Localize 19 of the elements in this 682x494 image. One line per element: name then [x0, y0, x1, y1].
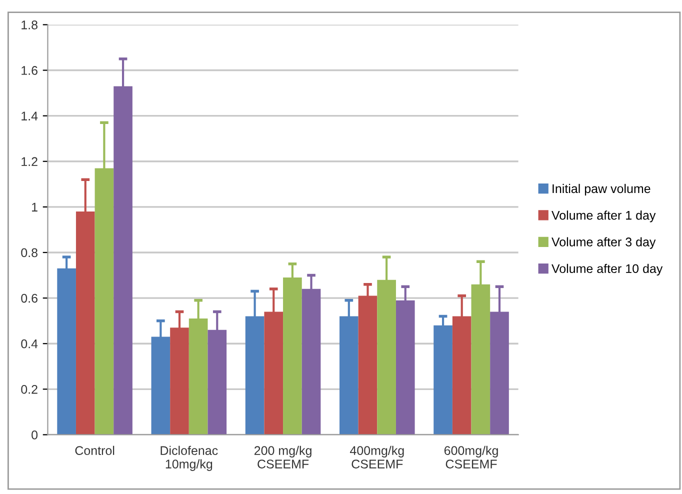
legend-label: Initial paw volume: [552, 184, 650, 196]
x-tick-label: 200 mg/kg CSEEMF: [254, 446, 312, 468]
y-tick-label: 1: [32, 202, 38, 212]
legend-label: Volume after 3 day: [552, 237, 656, 249]
y-tick-label: 1.2: [22, 157, 38, 166]
y-tick-label: 0.8: [21, 248, 38, 258]
x-tick-label: 600mg/kg CSEEMF: [444, 446, 498, 468]
x-tick-label: Control: [75, 446, 114, 456]
y-tick-label: 0.2: [21, 384, 38, 394]
y-tick-label: 0.6: [21, 294, 38, 303]
y-tick-label: 0: [32, 430, 38, 440]
y-tick-label: 0.4: [21, 339, 38, 348]
x-tick-label: 400mg/kg CSEEMF: [350, 446, 404, 468]
y-tick-label: 1.8: [22, 20, 38, 30]
y-tick-label: 1.4: [22, 112, 38, 120]
y-tick-label: 1.6: [22, 66, 38, 75]
x-tick-label: Diclofenac 10mg/kg: [160, 446, 218, 471]
legend-label: Volume after 1 day: [552, 210, 656, 222]
legend-label: Volume after 10 day: [552, 264, 663, 276]
